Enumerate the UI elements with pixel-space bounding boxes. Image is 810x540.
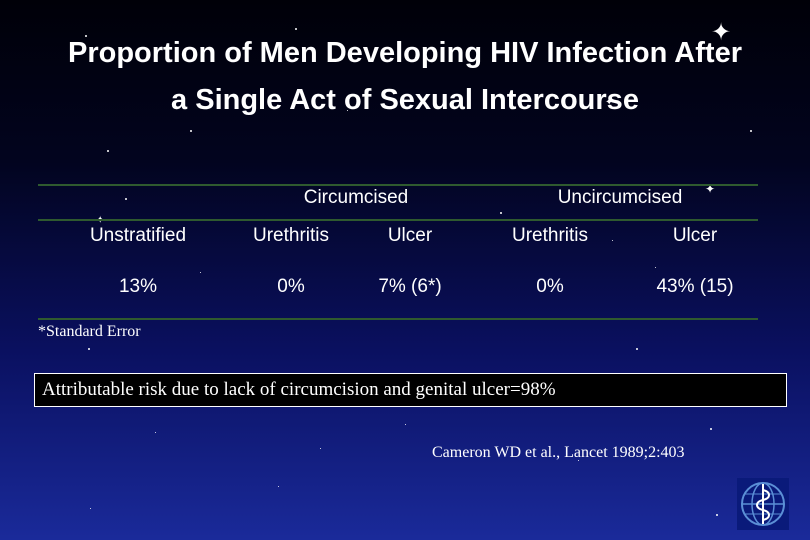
standard-error-footnote: *Standard Error: [38, 323, 141, 340]
table-mid-rule: [38, 219, 758, 221]
value-circumcised-ulcer: 7% (6*): [378, 276, 442, 297]
who-emblem-icon: [737, 478, 789, 530]
citation: Cameron WD et al., Lancet 1989;2:403: [432, 444, 685, 461]
column-header-uncircumcised-ulcer: Ulcer: [672, 225, 718, 246]
value-unstratified: 13%: [118, 276, 158, 297]
column-header-uncircumcised-urethritis: Urethritis: [511, 225, 589, 246]
column-header-unstratified: Unstratified: [89, 225, 187, 246]
slide-title: Proportion of Men Developing HIV Infecti…: [68, 37, 742, 116]
sparkle-icon: ✦: [605, 97, 614, 108]
sparkle-icon: ✦: [711, 18, 732, 46]
table-top-rule: [38, 184, 758, 186]
attributable-risk-text: Attributable risk due to lack of circumc…: [42, 379, 556, 400]
column-header-circumcised-ulcer: Ulcer: [387, 225, 433, 246]
attributable-risk-box: Attributable risk due to lack of circumc…: [34, 373, 787, 407]
value-circumcised-urethritis: 0%: [277, 276, 305, 297]
value-uncircumcised-ulcer: 43% (15): [656, 276, 734, 297]
sparkle-icon: ✦: [705, 182, 716, 196]
group-header-circumcised: Circumcised: [303, 187, 409, 208]
value-uncircumcised-urethritis: 0%: [536, 276, 564, 297]
column-header-circumcised-urethritis: Urethritis: [252, 225, 330, 246]
group-header-uncircumcised: Uncircumcised: [557, 187, 683, 208]
table-bottom-rule: [38, 318, 758, 320]
